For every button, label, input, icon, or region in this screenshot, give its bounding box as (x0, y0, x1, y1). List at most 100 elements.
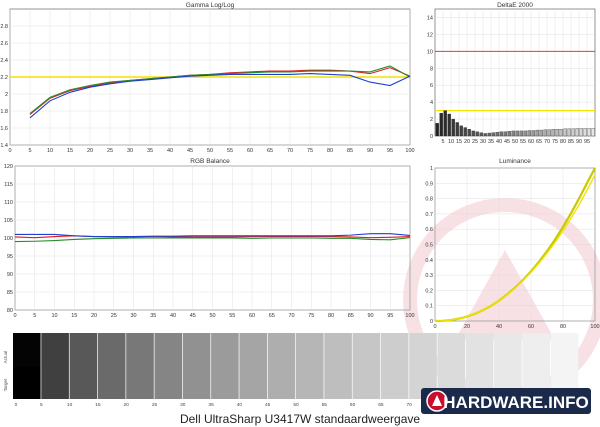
y-tick-label: 12 (427, 32, 433, 38)
y-tick-label: 1 (430, 166, 433, 172)
x-tick-label: 5 (441, 139, 444, 145)
deltae-bar (483, 133, 487, 137)
deltae-bar (523, 130, 527, 137)
y-tick-label: 2 (430, 117, 433, 123)
deltae-bar (447, 113, 451, 137)
swatch-target (154, 367, 183, 399)
x-tick-label: 40 (496, 324, 502, 330)
x-tick-label: 50 (207, 148, 213, 154)
deltae-bar (475, 131, 479, 137)
grayscale-tick-label: 40 (237, 402, 243, 408)
x-tick-label: 25 (111, 313, 117, 319)
gamma-x-axis: 0 5 10 15 20 25 30 35 40 45 50 55 60 65 70 75 80 85 90 95 10… (8, 148, 414, 154)
x-tick-label: 30 (480, 139, 486, 145)
deltae-bar (499, 131, 503, 137)
x-tick-label: 95 (387, 148, 393, 154)
x-tick-label: 25 (472, 139, 478, 145)
deltae-bar (575, 128, 579, 137)
deltae-bar (463, 127, 467, 137)
x-tick-label: 55 (227, 148, 233, 154)
x-tick-label: 70 (288, 313, 294, 319)
y-tick-label: 2.6 (0, 41, 8, 47)
deltae-bar (587, 128, 591, 137)
grayscale-tick-label: 0 (15, 402, 18, 408)
deltae-bar (563, 128, 567, 137)
swatch-target (126, 367, 154, 399)
row-label-target: Target (3, 378, 8, 391)
y-tick-label: 4 (430, 100, 433, 106)
x-tick-label: 10 (47, 148, 53, 154)
y-tick-label: 0 (430, 134, 433, 140)
y-tick-label: 95 (7, 254, 13, 260)
deltae-bar (583, 128, 587, 137)
y-tick-label: 2.2 (0, 75, 8, 81)
deltae-bar (455, 122, 459, 137)
swatch-actual (13, 333, 41, 367)
gamma-chart: Gamma Log/Log 1.4 1.6 1.8 2 2.2 2.4 2.6 2.8 0 5 1… (0, 2, 414, 154)
y-tick-label: 2.4 (0, 58, 8, 64)
x-tick-label: 100 (405, 148, 414, 154)
swatch-actual (267, 333, 296, 367)
deltae-bar (467, 129, 471, 137)
y-tick-label: 10 (427, 49, 433, 55)
x-tick-label: 30 (127, 148, 133, 154)
deltae-title: DeltaE 2000 (497, 2, 533, 9)
y-tick-label: 85 (7, 290, 13, 296)
x-tick-label: 40 (496, 139, 502, 145)
swatch-target (239, 367, 267, 399)
grayscale-tick-label: 35 (208, 402, 214, 408)
y-tick-label: 2 (5, 92, 8, 98)
grayscale-tick-label: 50 (293, 402, 299, 408)
y-tick-label: 0.4 (425, 258, 433, 264)
deltae-bar (531, 130, 535, 137)
deltae-bar (591, 128, 595, 137)
x-tick-label: 80 (327, 148, 333, 154)
gamma-y-axis: 1.4 1.6 1.8 2 2.2 2.4 2.6 2.8 (0, 24, 8, 149)
x-tick-label: 70 (287, 148, 293, 154)
y-tick-label: 105 (4, 218, 13, 224)
grayscale-tick-label: 15 (95, 402, 101, 408)
deltae-bar (571, 128, 575, 137)
swatch-actual (550, 333, 579, 367)
deltae-bar (515, 130, 519, 137)
row-label-actual: Actual (3, 351, 8, 364)
luminance-y-axis: 0 0.1 0.2 0.3 0.4 0.5 0.6 0.7 0.8 0.9 1 (425, 166, 433, 325)
x-tick-label: 65 (269, 313, 275, 319)
deltae-bar (435, 123, 439, 137)
x-tick-label: 45 (187, 148, 193, 154)
caption: Dell UltraSharp U3417W standaardweergave (180, 412, 420, 426)
x-tick-label: 10 (448, 139, 454, 145)
x-tick-label: 55 (229, 313, 235, 319)
y-tick-label: 6 (430, 83, 433, 89)
y-tick-label: 0.7 (425, 212, 433, 218)
y-tick-label: 0 (430, 319, 433, 325)
y-tick-label: 1.4 (0, 143, 8, 149)
y-tick-label: 80 (7, 308, 13, 314)
x-tick-label: 45 (190, 313, 196, 319)
deltae-bar (551, 129, 555, 137)
x-tick-label: 75 (552, 139, 558, 145)
grayscale-tick-label: 45 (265, 402, 271, 408)
luminance-chart: Luminance 00.10.20.30.40.50.60.70.80.91 … (425, 158, 599, 330)
x-tick-label: 60 (247, 148, 253, 154)
x-tick-label: 60 (249, 313, 255, 319)
x-tick-label: 35 (488, 139, 494, 145)
deltae-bar (487, 132, 491, 137)
swatch-target (380, 367, 409, 399)
x-tick-label: 50 (512, 139, 518, 145)
grayscale-tick-label: 5 (40, 402, 43, 408)
x-tick-label: 25 (107, 148, 113, 154)
y-tick-label: 8 (430, 66, 433, 72)
deltae-x-axis: 5 10 15 20 25 30 35 40 45 50 55 60 65 70 75 80 85 90 95 (441, 139, 590, 145)
deltae-bar (511, 130, 515, 137)
x-tick-label: 10 (51, 313, 57, 319)
x-tick-label: 20 (464, 324, 470, 330)
swatch-target (352, 367, 381, 399)
x-tick-label: 80 (560, 324, 566, 330)
y-tick-label: 100 (4, 236, 13, 242)
rgb-series-blue (15, 233, 411, 238)
x-tick-label: 35 (147, 148, 153, 154)
swatch-actual (97, 333, 126, 367)
